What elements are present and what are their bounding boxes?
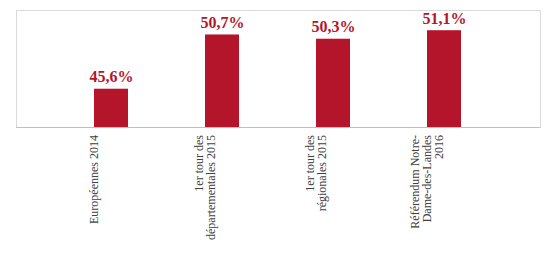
svg-text:Référendum Notre-Dame-des-Land: Référendum Notre-Dame-des-Landes2016 bbox=[408, 135, 446, 229]
svg-text:1er tour desrégionales 2015: 1er tour desrégionales 2015 bbox=[303, 135, 329, 212]
svg-text:51,1%: 51,1% bbox=[423, 10, 467, 27]
svg-text:50,3%: 50,3% bbox=[312, 18, 356, 35]
svg-text:1er tour desdépartementales 20: 1er tour desdépartementales 2015 bbox=[192, 135, 218, 240]
svg-text:45,6%: 45,6% bbox=[90, 68, 134, 85]
svg-text:50,7%: 50,7% bbox=[201, 14, 245, 31]
svg-text:Européennes 2014: Européennes 2014 bbox=[87, 135, 101, 224]
